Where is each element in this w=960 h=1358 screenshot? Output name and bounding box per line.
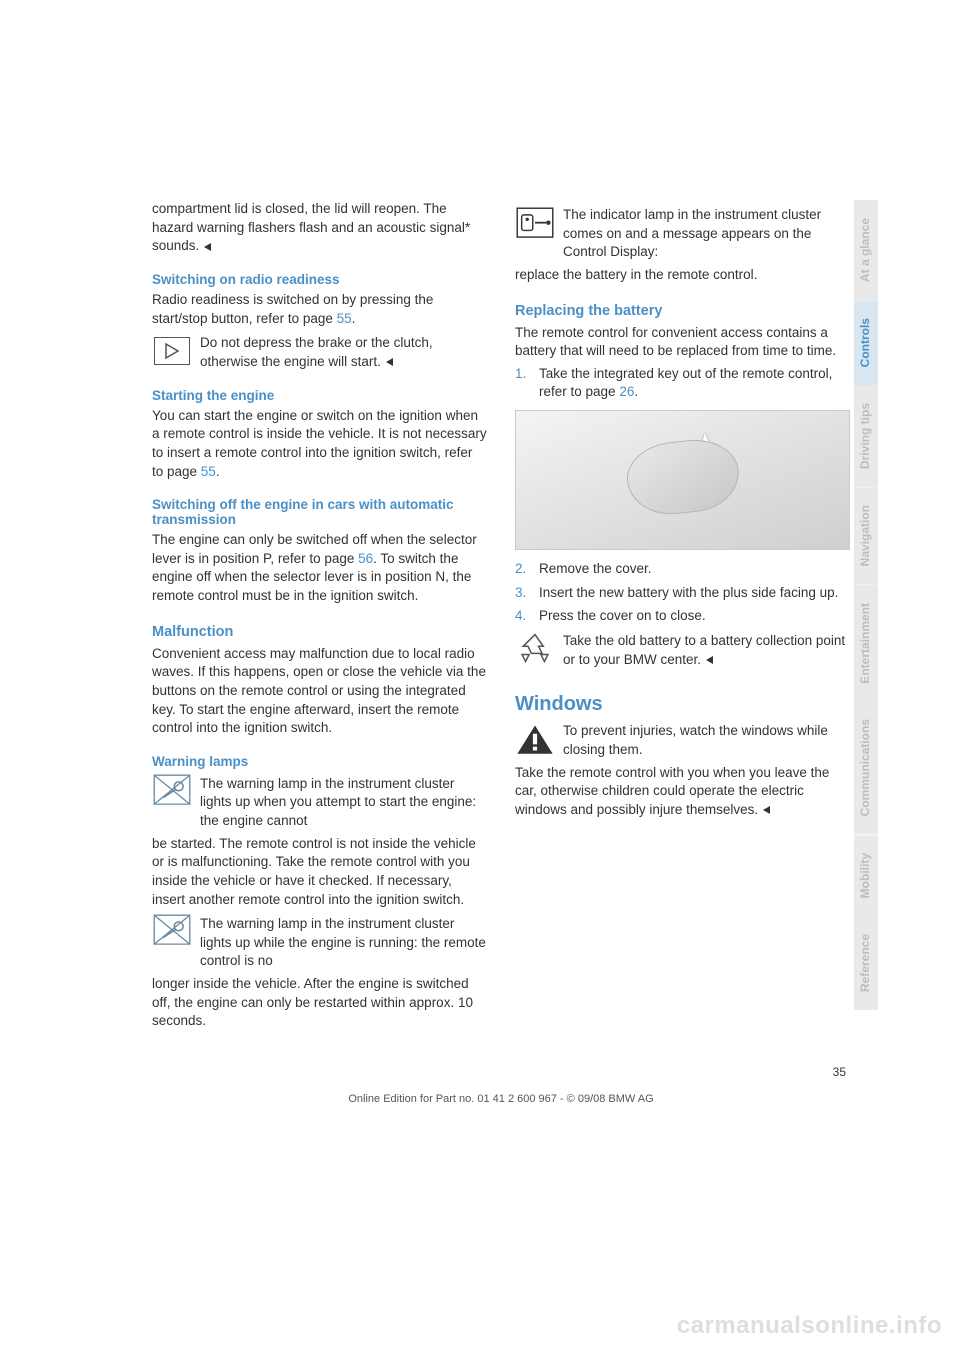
page-link[interactable]: 55 <box>337 311 352 326</box>
caution-block: To prevent injuries, watch the windows w… <box>515 722 850 759</box>
tab-entertainment[interactable]: Entertainment <box>854 585 878 702</box>
left-column: compartment lid is closed, the lid will … <box>152 200 487 1035</box>
text: Take the remote control with you when yo… <box>515 765 829 817</box>
caution-text: To prevent injuries, watch the windows w… <box>563 722 850 759</box>
tab-driving-tips[interactable]: Driving tips <box>854 385 878 487</box>
tab-communications[interactable]: Communications <box>854 701 878 834</box>
indicator-block: The indicator lamp in the instrument clu… <box>515 206 850 262</box>
list-text: Take the integrated key out of the remot… <box>539 365 850 402</box>
list-text: Press the cover on to close. <box>539 607 706 626</box>
page-content: compartment lid is closed, the lid will … <box>0 0 960 1165</box>
up-arrow-icon <box>694 432 717 462</box>
body-text: Convenient access may malfunction due to… <box>152 645 487 738</box>
watermark-text: carmanualsonline.info <box>677 1312 942 1340</box>
list-text: Remove the cover. <box>539 560 652 579</box>
text: . <box>216 464 220 479</box>
footer-text: Online Edition for Part no. 01 41 2 600 … <box>152 1093 850 1105</box>
page-link[interactable]: 56 <box>358 551 373 566</box>
heading-malfunction: Malfunction <box>152 624 487 640</box>
caution-icon <box>515 722 555 756</box>
heading-windows: Windows <box>515 693 850 716</box>
text: . <box>352 311 356 326</box>
warning-lamp-block-1: The warning lamp in the instrument clust… <box>152 775 487 831</box>
page-link[interactable]: 26 <box>619 384 634 399</box>
list-number: 3. <box>515 584 529 603</box>
warning-text: The warning lamp in the instrument clust… <box>200 915 487 971</box>
body-text: be started. The remote control is not in… <box>152 835 487 910</box>
heading-warning-lamps: Warning lamps <box>152 754 487 769</box>
body-text: compartment lid is closed, the lid will … <box>152 200 487 256</box>
body-text: You can start the engine or switch on th… <box>152 407 487 482</box>
list-item: 2. Remove the cover. <box>515 560 850 579</box>
warning-text: The warning lamp in the instrument clust… <box>200 775 487 831</box>
battery-steps-list-cont: 2. Remove the cover. 3. Insert the new b… <box>515 560 850 626</box>
tab-navigation[interactable]: Navigation <box>854 487 878 584</box>
note-icon <box>152 334 192 368</box>
tab-reference[interactable]: Reference <box>854 916 878 1010</box>
list-text: Insert the new battery with the plus sid… <box>539 584 838 603</box>
list-item: 1. Take the integrated key out of the re… <box>515 365 850 402</box>
end-mark-icon <box>762 801 772 820</box>
text: Take the integrated key out of the remot… <box>539 366 832 400</box>
page-link[interactable]: 55 <box>201 464 216 479</box>
heading-radio-readiness: Switching on radio readiness <box>152 272 487 287</box>
note-block: Do not depress the brake or the clutch, … <box>152 334 487 371</box>
remote-key-icon <box>515 206 555 240</box>
indicator-text: The indicator lamp in the instrument clu… <box>563 206 850 262</box>
body-text: Take the remote control with you when yo… <box>515 764 850 820</box>
battery-steps-list: 1. Take the integrated key out of the re… <box>515 365 850 402</box>
recycle-icon <box>515 632 555 666</box>
heading-replacing-battery: Replacing the battery <box>515 303 850 319</box>
list-number: 4. <box>515 607 529 626</box>
warning-lamp-block-2: The warning lamp in the instrument clust… <box>152 915 487 971</box>
end-mark-icon <box>385 353 395 372</box>
body-text: replace the battery in the remote contro… <box>515 266 850 285</box>
list-number: 2. <box>515 560 529 579</box>
heading-switch-off-auto: Switching off the engine in cars with au… <box>152 497 487 527</box>
key-warning-icon <box>152 775 192 805</box>
list-item: 4. Press the cover on to close. <box>515 607 850 626</box>
end-mark-icon <box>705 651 715 670</box>
right-column: The indicator lamp in the instrument clu… <box>515 200 850 1035</box>
recycle-text: Take the old battery to a battery collec… <box>563 632 850 669</box>
two-column-layout: compartment lid is closed, the lid will … <box>152 200 850 1035</box>
tab-at-a-glance[interactable]: At a glance <box>854 200 878 300</box>
body-text: The engine can only be switched off when… <box>152 531 487 606</box>
body-text: longer inside the vehicle. After the eng… <box>152 975 487 1031</box>
body-text: Radio readiness is switched on by pressi… <box>152 291 487 328</box>
remote-battery-figure <box>515 410 850 550</box>
note-text: Do not depress the brake or the clutch, … <box>200 334 487 371</box>
text: Radio readiness is switched on by pressi… <box>152 292 433 326</box>
tab-controls[interactable]: Controls <box>854 300 878 385</box>
text: . <box>634 384 638 399</box>
body-text: The remote control for convenient access… <box>515 324 850 361</box>
heading-starting-engine: Starting the engine <box>152 388 487 403</box>
key-warning-icon <box>152 915 192 945</box>
page-number: 35 <box>152 1065 850 1079</box>
section-tabs: At a glance Controls Driving tips Naviga… <box>854 200 878 1010</box>
recycle-block: Take the old battery to a battery collec… <box>515 632 850 669</box>
list-number: 1. <box>515 365 529 402</box>
end-mark-icon <box>203 237 213 256</box>
text: Do not depress the brake or the clutch, … <box>200 335 433 369</box>
tab-mobility[interactable]: Mobility <box>854 835 878 916</box>
text: compartment lid is closed, the lid will … <box>152 201 470 253</box>
list-item: 3. Insert the new battery with the plus … <box>515 584 850 603</box>
